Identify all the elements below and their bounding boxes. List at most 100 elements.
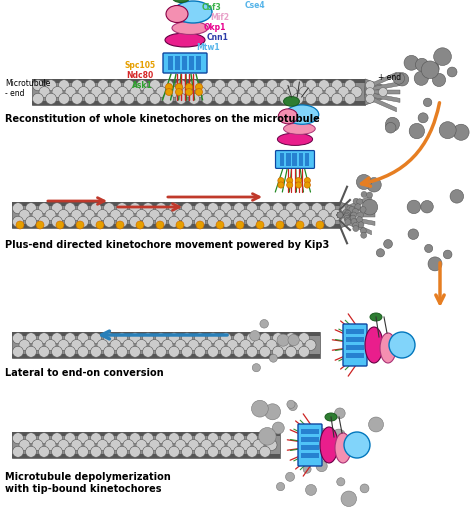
Circle shape [208, 86, 219, 98]
Circle shape [299, 333, 310, 344]
Ellipse shape [166, 6, 188, 22]
Circle shape [343, 209, 349, 215]
Circle shape [344, 212, 350, 218]
Circle shape [117, 86, 128, 98]
Circle shape [358, 222, 364, 228]
Circle shape [344, 214, 349, 220]
Circle shape [117, 216, 128, 227]
Circle shape [266, 210, 277, 221]
Circle shape [12, 333, 24, 344]
Circle shape [162, 339, 173, 351]
Circle shape [149, 339, 160, 351]
Circle shape [362, 199, 378, 215]
Circle shape [201, 339, 212, 351]
Circle shape [234, 86, 245, 98]
Text: Okp1: Okp1 [204, 23, 226, 32]
Circle shape [165, 88, 173, 96]
Circle shape [353, 222, 358, 228]
Circle shape [188, 439, 199, 451]
Circle shape [52, 346, 63, 357]
Circle shape [84, 339, 95, 351]
Circle shape [304, 177, 310, 183]
Circle shape [149, 80, 161, 91]
Bar [301, 437, 319, 442]
Polygon shape [340, 213, 375, 217]
Circle shape [155, 433, 166, 444]
Circle shape [259, 433, 271, 444]
Circle shape [305, 210, 316, 221]
Circle shape [240, 210, 251, 221]
Circle shape [337, 212, 343, 218]
Circle shape [52, 216, 63, 227]
Circle shape [155, 333, 166, 344]
Circle shape [182, 433, 192, 444]
Circle shape [234, 203, 245, 214]
Circle shape [421, 61, 439, 79]
Circle shape [353, 225, 359, 231]
Bar [12, 432, 280, 436]
Circle shape [175, 210, 186, 221]
Circle shape [58, 80, 70, 91]
Text: Cse4: Cse4 [245, 1, 265, 10]
Circle shape [306, 484, 317, 495]
Circle shape [430, 64, 439, 73]
Circle shape [188, 210, 199, 221]
Circle shape [208, 333, 219, 344]
Ellipse shape [278, 109, 298, 124]
Circle shape [76, 221, 84, 229]
Circle shape [110, 210, 121, 221]
Ellipse shape [277, 133, 312, 146]
Circle shape [12, 346, 24, 357]
Circle shape [84, 210, 95, 221]
Circle shape [227, 439, 238, 451]
Circle shape [272, 422, 284, 434]
Circle shape [149, 210, 160, 221]
Circle shape [316, 460, 327, 472]
Polygon shape [365, 92, 400, 102]
Circle shape [215, 94, 226, 104]
Circle shape [246, 216, 257, 227]
Bar [196, 56, 201, 70]
Bar [12, 224, 340, 228]
Circle shape [84, 80, 95, 91]
Circle shape [367, 178, 381, 192]
Circle shape [351, 219, 357, 224]
Circle shape [32, 439, 43, 451]
Circle shape [273, 216, 283, 227]
Bar [12, 332, 320, 358]
Circle shape [345, 219, 351, 225]
Text: Lateral to end-on conversion: Lateral to end-on conversion [5, 368, 164, 378]
Polygon shape [365, 72, 396, 90]
Circle shape [117, 433, 128, 444]
Circle shape [351, 212, 356, 218]
Circle shape [356, 174, 372, 190]
Circle shape [156, 86, 167, 98]
Circle shape [129, 446, 140, 457]
Circle shape [78, 216, 89, 227]
Circle shape [260, 319, 268, 328]
Circle shape [129, 203, 140, 214]
Circle shape [182, 216, 192, 227]
Circle shape [220, 446, 231, 457]
Circle shape [325, 216, 336, 227]
Circle shape [228, 80, 238, 91]
Bar [346, 329, 364, 334]
Circle shape [194, 446, 206, 457]
Circle shape [169, 86, 180, 98]
Circle shape [194, 433, 206, 444]
Circle shape [64, 446, 75, 457]
Circle shape [103, 203, 115, 214]
Circle shape [292, 210, 303, 221]
Circle shape [130, 86, 141, 98]
Ellipse shape [283, 97, 300, 106]
Circle shape [214, 210, 225, 221]
Circle shape [123, 339, 134, 351]
Circle shape [46, 80, 56, 91]
Circle shape [292, 339, 303, 351]
Circle shape [182, 86, 193, 98]
Circle shape [383, 240, 392, 248]
Circle shape [78, 346, 89, 357]
Polygon shape [365, 90, 400, 94]
Circle shape [175, 88, 182, 96]
Circle shape [278, 182, 284, 188]
